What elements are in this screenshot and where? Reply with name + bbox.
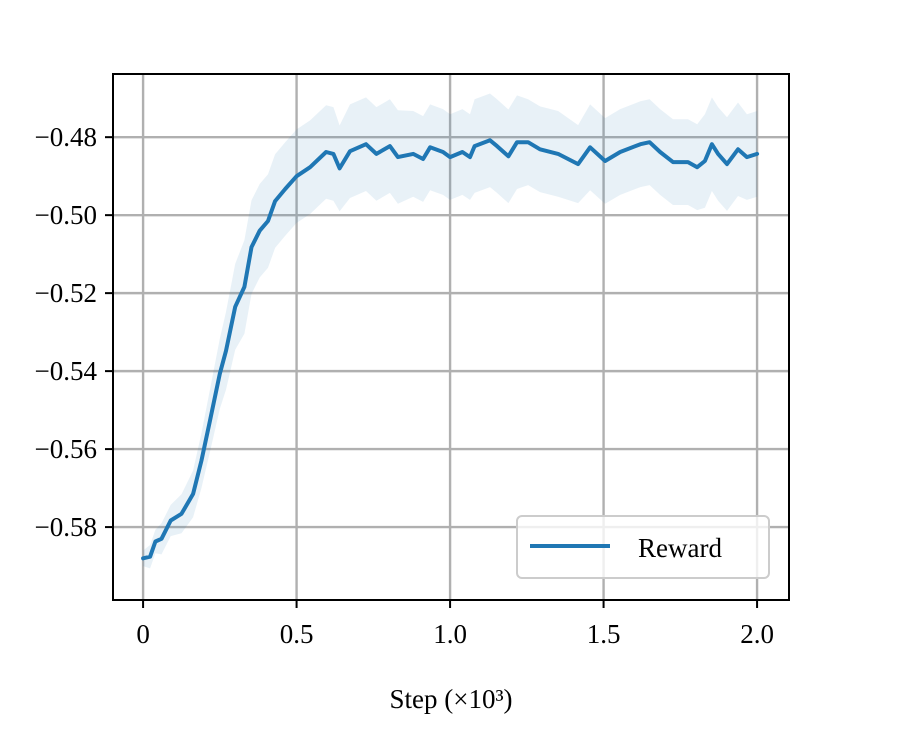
x-tick-label: 1.0	[433, 619, 467, 649]
y-axis: −0.48 −0.50 −0.52 −0.54 −0.56 −0.58	[35, 122, 113, 542]
y-tick-label: −0.56	[35, 434, 97, 464]
series-lines	[141, 138, 760, 561]
x-tick-label: 2.0	[740, 619, 774, 649]
std-band-area	[143, 93, 758, 569]
x-axis-label: Step (×10³)	[389, 684, 512, 714]
y-tick-label: −0.48	[35, 122, 97, 152]
x-axis: 0 0.5 1.0 1.5 2.0	[136, 600, 774, 649]
legend-label: Reward	[638, 533, 722, 563]
y-tick-label: −0.52	[35, 278, 97, 308]
grid	[113, 74, 789, 600]
x-tick-label: 0	[136, 619, 150, 649]
y-tick-label: −0.54	[35, 356, 98, 386]
y-tick-label: −0.50	[35, 200, 97, 230]
series-line-reward	[141, 138, 760, 561]
x-tick-label: 1.5	[587, 619, 621, 649]
std-band	[143, 93, 758, 569]
legend: Reward	[516, 515, 770, 579]
y-tick-label: −0.58	[35, 512, 97, 542]
legend-box	[516, 515, 770, 579]
x-tick-label: 0.5	[280, 619, 314, 649]
